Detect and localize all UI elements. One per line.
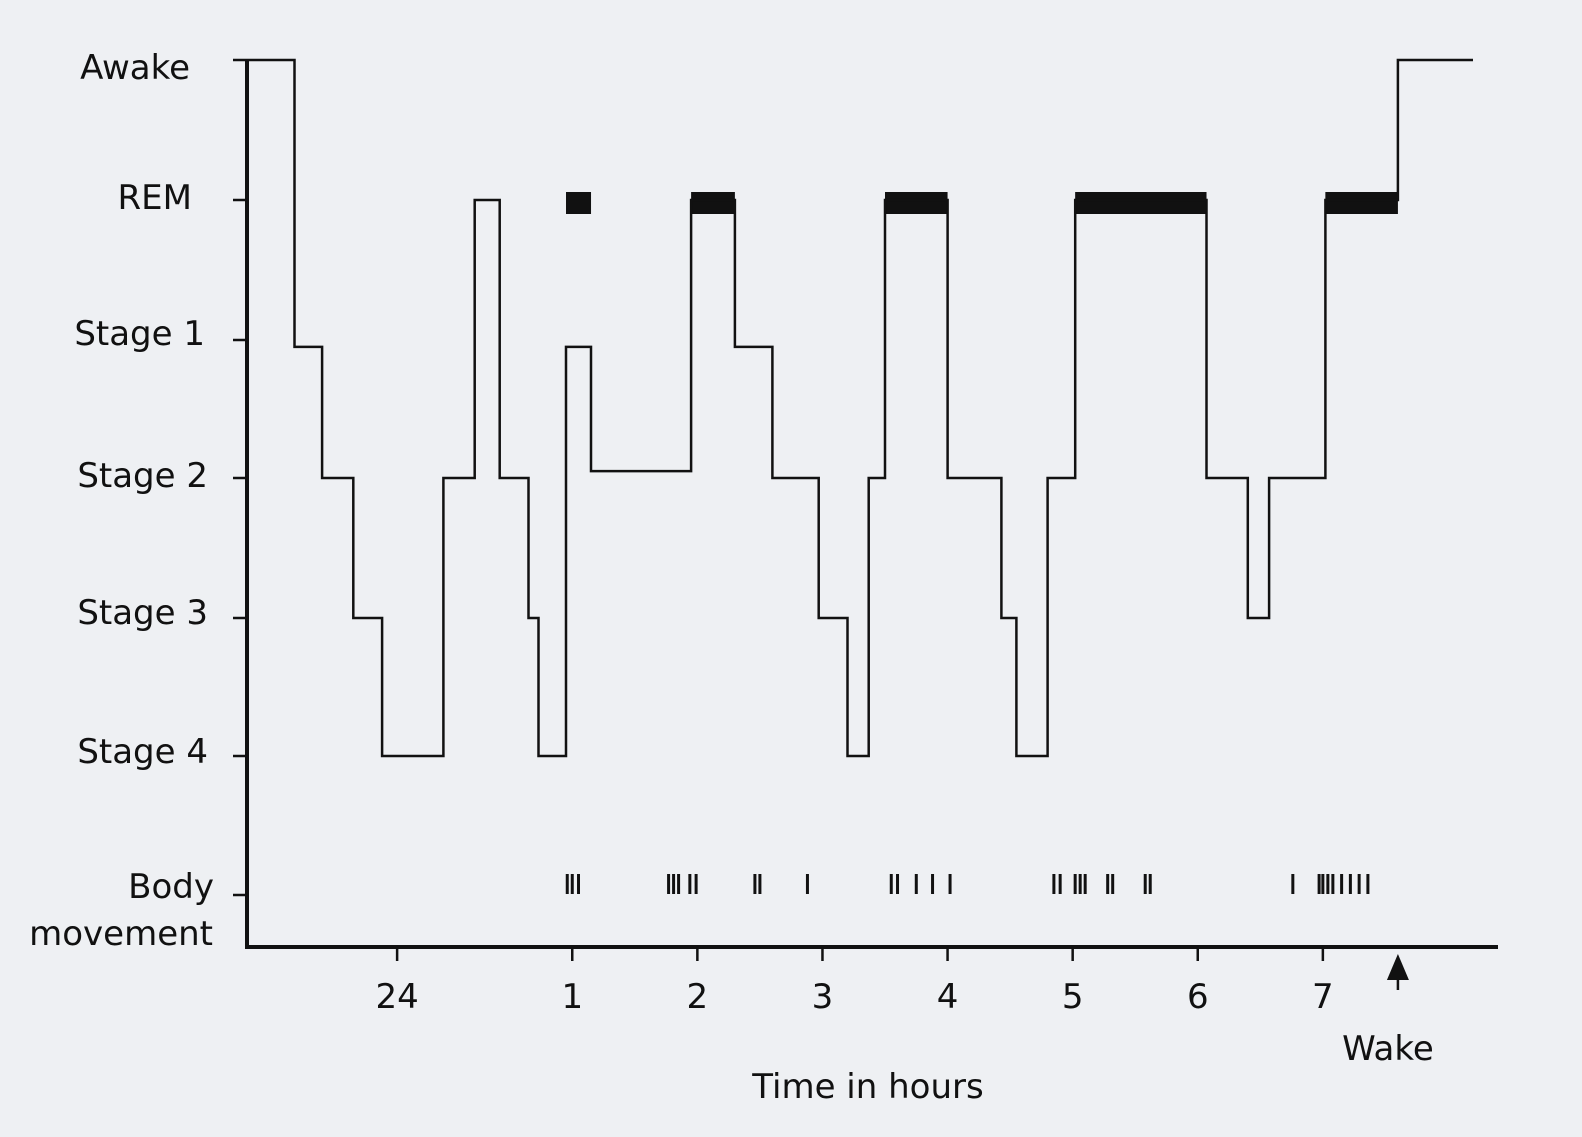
y-label-body: Body: [128, 867, 214, 907]
y-ticks: [233, 58, 247, 897]
rem-bar-4: [1325, 192, 1398, 214]
x-tick-label-5: 5: [1062, 977, 1084, 1017]
wake-label: Wake: [1342, 1029, 1434, 1069]
y-label-stage-3: Stage 3: [77, 593, 208, 633]
x-axis-title: Time in hours: [751, 1067, 983, 1107]
y-label-movement: movement: [29, 914, 213, 954]
x-tick-label-7: 7: [1312, 977, 1334, 1017]
rem-bar-2: [885, 192, 948, 214]
wake-arrow-icon: [1386, 954, 1409, 980]
x-tick-label-6: 6: [1187, 977, 1209, 1017]
x-tick-label-4: 4: [937, 977, 959, 1017]
axes: [245, 60, 1498, 949]
x-ticks: 24 1 2 3 4 5 6 7: [375, 947, 1334, 1017]
x-tick-label-0: 24: [375, 977, 418, 1017]
rem-bars: [566, 192, 1398, 214]
x-tick-label-2: 2: [687, 977, 709, 1017]
hypnogram-line: [247, 58, 1473, 758]
body-movement-marks: [565, 874, 1370, 894]
rem-bar-3: [1075, 192, 1207, 214]
y-label-stage-1: Stage 1: [74, 314, 205, 354]
y-label-rem: REM: [118, 178, 192, 218]
y-label-awake: Awake: [80, 48, 190, 88]
rem-bar-0: [566, 192, 592, 214]
y-label-stage-4: Stage 4: [77, 732, 208, 772]
wake-marker: Wake: [1342, 954, 1434, 1069]
y-label-stage-2: Stage 2: [77, 456, 208, 496]
x-tick-label-1: 1: [561, 977, 583, 1017]
y-axis-labels: Awake REM Stage 1 Stage 2 Stage 3 Stage …: [29, 48, 214, 954]
rem-bar-1: [691, 192, 735, 214]
x-tick-label-3: 3: [812, 977, 834, 1017]
